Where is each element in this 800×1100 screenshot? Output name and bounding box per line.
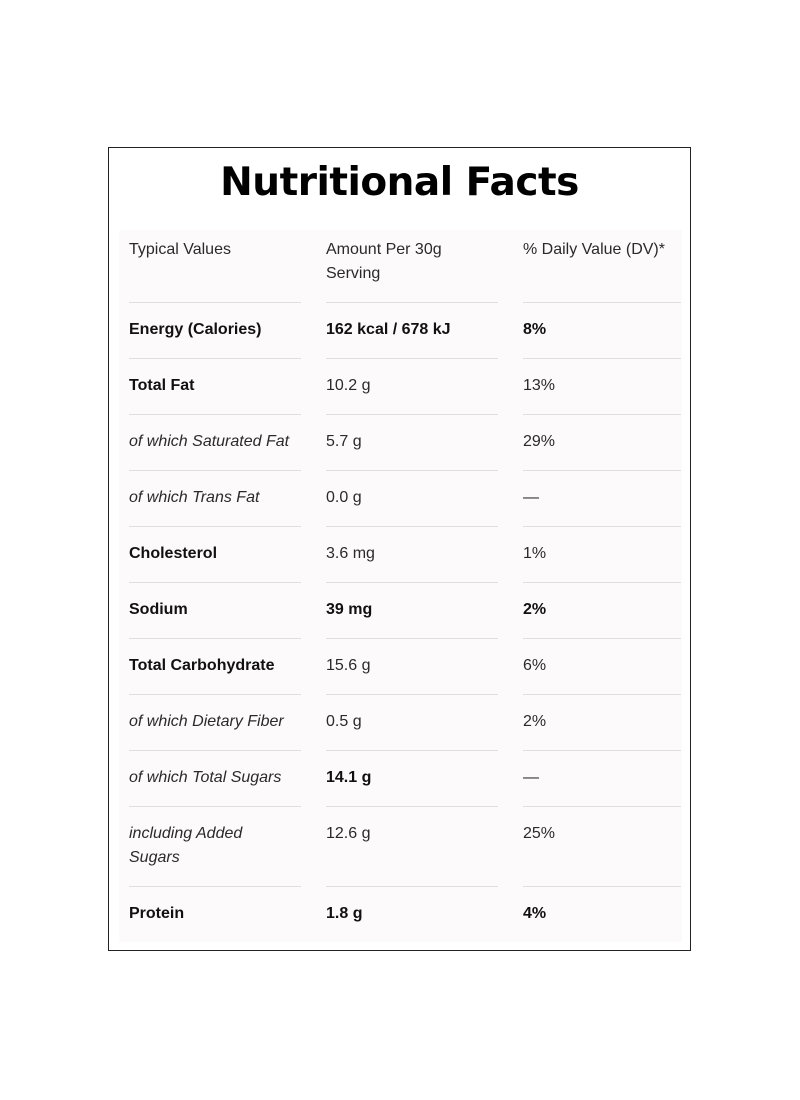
row-label: Energy (Calories): [129, 321, 262, 338]
row-daily-value: 1%: [523, 545, 547, 562]
row-label: Cholesterol: [129, 545, 218, 562]
row-label: Protein: [129, 905, 185, 922]
row-daily-value: —: [523, 489, 539, 506]
row-label: of which Trans Fat: [129, 489, 260, 506]
row-label: Sodium: [129, 601, 188, 618]
row-daily-value: 29%: [523, 433, 556, 450]
row-daily-value: 2%: [523, 601, 547, 618]
row-amount: 1.8 g: [326, 905, 363, 922]
header-daily-value: % Daily Value (DV)*: [523, 241, 665, 258]
row-daily-value: —: [523, 769, 539, 786]
row-label: including Added Sugars: [129, 825, 243, 866]
row-amount: 5.7 g: [326, 433, 362, 450]
row-daily-value: 25%: [523, 825, 556, 842]
row-daily-value: 4%: [523, 905, 547, 922]
row-label: of which Total Sugars: [129, 769, 282, 786]
row-label: of which Dietary Fiber: [129, 713, 284, 730]
row-label: Total Fat: [129, 377, 195, 394]
row-amount: 3.6 mg: [326, 545, 375, 562]
row-daily-value: 6%: [523, 657, 547, 674]
page-title: Nutritional Facts: [220, 160, 579, 205]
nutrition-facts-panel: Nutritional Facts Typical Values Amount …: [108, 147, 691, 951]
row-daily-value: 8%: [523, 321, 547, 338]
row-daily-value: 13%: [523, 377, 556, 394]
header-typical-values: Typical Values: [129, 241, 231, 258]
row-amount: 0.0 g: [326, 489, 362, 506]
row-amount: 10.2 g: [326, 377, 371, 394]
row-daily-value: 2%: [523, 713, 547, 730]
row-amount: 0.5 g: [326, 713, 362, 730]
row-amount: 15.6 g: [326, 657, 371, 674]
row-amount: 162 kcal / 678 kJ: [326, 321, 451, 338]
row-amount: 12.6 g: [326, 825, 371, 842]
nutrition-table: [119, 230, 682, 942]
header-amount-per-serving: Amount Per 30g Serving: [326, 241, 442, 282]
row-amount: 14.1 g: [326, 769, 372, 786]
row-label: of which Saturated Fat: [129, 433, 290, 450]
row-amount: 39 mg: [326, 601, 373, 618]
row-label: Total Carbohydrate: [129, 657, 275, 674]
